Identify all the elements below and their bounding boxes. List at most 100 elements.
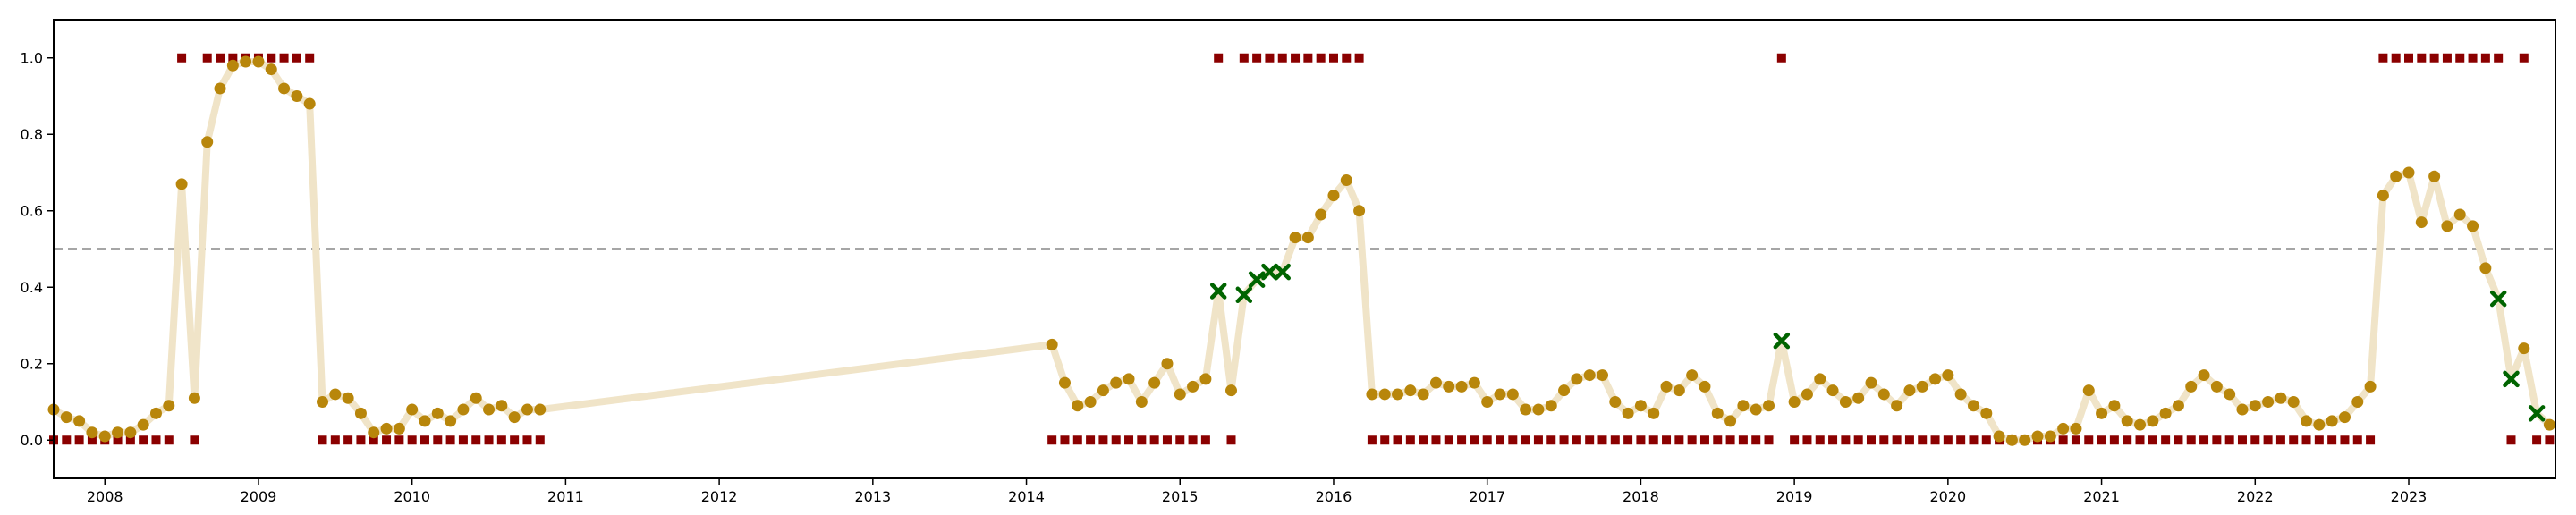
score-point <box>1289 232 1301 244</box>
score-point <box>406 403 419 416</box>
score-point <box>2313 418 2326 431</box>
y-tick-label: 0.6 <box>21 202 43 219</box>
score-point <box>1929 373 1942 385</box>
flagged-marker-stroke <box>2528 405 2546 422</box>
label-marker <box>62 435 72 445</box>
score-point <box>2031 430 2044 443</box>
label-marker <box>2480 53 2490 63</box>
label-marker <box>382 435 392 445</box>
label-marker <box>1162 435 1172 445</box>
label-marker <box>2212 435 2222 445</box>
label-marker <box>2417 53 2427 63</box>
score-point <box>2159 407 2172 419</box>
score-point <box>1942 369 1954 382</box>
score-point <box>2044 430 2056 443</box>
label-marker <box>2237 435 2247 445</box>
score-point <box>2147 415 2159 427</box>
score-point <box>1634 400 1647 412</box>
score-point <box>1609 396 1622 408</box>
label-marker <box>2378 53 2388 63</box>
label-marker <box>1328 53 1338 63</box>
score-point <box>1801 388 1813 401</box>
label-marker <box>2071 435 2080 445</box>
label-marker <box>1393 435 1402 445</box>
label-marker <box>151 435 161 445</box>
y-tick-label: 0.2 <box>21 355 43 372</box>
label-marker <box>2301 435 2311 445</box>
label-marker <box>2442 53 2452 63</box>
label-marker <box>1444 435 1453 445</box>
label-marker <box>1764 435 1774 445</box>
flagged-marker-layer <box>1209 263 2546 422</box>
score-point <box>1123 373 1135 385</box>
score-point <box>1993 430 2005 443</box>
score-point <box>2108 400 2121 412</box>
label-marker <box>164 435 174 445</box>
score-point <box>1404 384 1417 397</box>
label-marker <box>1175 435 1185 445</box>
label-marker <box>2186 435 2196 445</box>
x-tick-label: 2010 <box>394 488 430 505</box>
x-tick-label: 2012 <box>701 488 738 505</box>
score-point <box>470 392 482 404</box>
label-marker <box>2199 435 2209 445</box>
score-point <box>2402 166 2415 179</box>
x-tick-label: 2015 <box>1162 488 1199 505</box>
label-marker <box>1342 53 1352 63</box>
flagged-marker-stroke <box>2489 290 2507 308</box>
label-marker <box>2519 53 2529 63</box>
score-point <box>60 411 72 424</box>
score-point <box>2262 396 2275 408</box>
score-point <box>2287 396 2300 408</box>
label-marker <box>2084 435 2094 445</box>
score-point <box>534 403 547 416</box>
y-tick-label: 0.4 <box>21 279 43 296</box>
label-marker <box>2058 435 2068 445</box>
score-point <box>2326 415 2338 427</box>
score-point <box>521 403 533 416</box>
label-marker <box>1303 53 1313 63</box>
label-marker <box>1124 435 1134 445</box>
score-point <box>354 407 367 419</box>
label-marker <box>2174 435 2183 445</box>
score-point <box>1788 396 1801 408</box>
label-marker <box>1687 435 1697 445</box>
score-point <box>2019 434 2031 446</box>
score-point <box>163 400 175 412</box>
label-marker <box>1815 435 1825 445</box>
label-marker <box>1239 53 1249 63</box>
score-point <box>1903 384 1916 397</box>
label-marker <box>1636 435 1646 445</box>
flagged-marker <box>1235 286 1253 304</box>
score-point <box>2415 216 2428 229</box>
x-tick-label: 2009 <box>241 488 277 505</box>
label-marker <box>74 435 84 445</box>
label-marker <box>2314 435 2324 445</box>
score-point <box>1058 376 1071 389</box>
label-marker <box>1572 435 1581 445</box>
score-point <box>2198 369 2210 382</box>
label-marker <box>2289 435 2299 445</box>
label-marker <box>1354 53 1364 63</box>
label-marker <box>2366 435 2376 445</box>
score-point <box>457 403 470 416</box>
score-point <box>73 415 86 427</box>
flagged-marker <box>1209 283 1227 300</box>
flagged-marker-stroke <box>1261 263 1278 281</box>
x-tick-label: 2014 <box>1008 488 1045 505</box>
label-marker <box>535 435 545 445</box>
score-point <box>1301 232 1314 244</box>
label-marker <box>1521 435 1530 445</box>
x-tick-label: 2013 <box>854 488 891 505</box>
label-marker <box>2135 435 2145 445</box>
score-point <box>2377 190 2389 202</box>
flagged-marker-stroke <box>1773 332 1791 350</box>
flagged-marker <box>1248 271 1266 288</box>
label-marker <box>2391 53 2401 63</box>
score-point <box>1378 388 1391 401</box>
flagged-marker <box>2489 290 2507 308</box>
score-point <box>214 82 226 95</box>
label-marker <box>2161 435 2171 445</box>
score-point <box>1353 205 1366 217</box>
label-marker <box>1662 435 1672 445</box>
